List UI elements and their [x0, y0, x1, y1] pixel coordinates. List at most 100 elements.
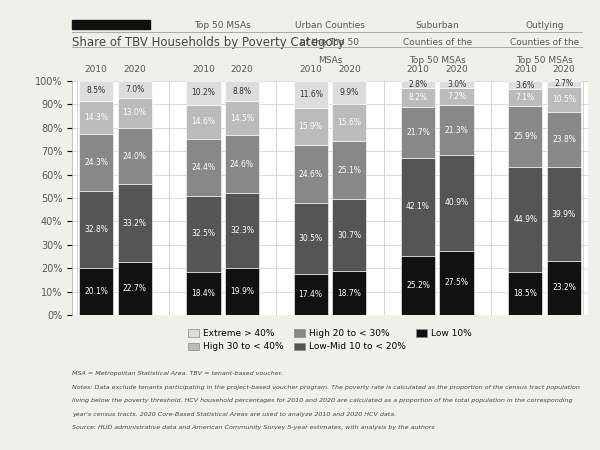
Text: Share of TBV Households by Poverty Category: Share of TBV Households by Poverty Categ… [72, 36, 344, 49]
Text: 40.9%: 40.9% [445, 198, 469, 207]
Text: 14.5%: 14.5% [230, 114, 254, 123]
Text: 44.9%: 44.9% [513, 215, 538, 224]
Text: 7.1%: 7.1% [516, 93, 535, 102]
Text: 24.4%: 24.4% [191, 163, 215, 172]
Bar [547, 81, 581, 87]
Text: 27.5%: 27.5% [445, 278, 469, 287]
Bar [186, 105, 221, 139]
Bar [401, 88, 435, 107]
Text: 9.9%: 9.9% [340, 88, 359, 97]
Text: Counties of the: Counties of the [510, 38, 579, 47]
Text: 25.9%: 25.9% [514, 132, 538, 141]
Bar [508, 90, 542, 106]
Bar [293, 81, 328, 108]
Text: 32.8%: 32.8% [84, 225, 108, 234]
Bar [118, 98, 152, 128]
Bar [401, 256, 435, 315]
Bar [439, 88, 474, 105]
Bar [401, 158, 435, 256]
Bar [225, 193, 259, 269]
Text: 18.7%: 18.7% [337, 288, 361, 297]
Text: 23.8%: 23.8% [552, 135, 576, 144]
Bar [118, 81, 152, 98]
Bar [439, 81, 474, 88]
Text: 2020: 2020 [553, 65, 575, 74]
Bar [225, 101, 259, 135]
Bar [401, 81, 435, 88]
Text: 42.1%: 42.1% [406, 202, 430, 211]
Text: 13.0%: 13.0% [122, 108, 146, 117]
Text: 25.2%: 25.2% [406, 281, 430, 290]
Text: Suburban: Suburban [415, 21, 459, 30]
Bar [401, 107, 435, 158]
Text: 2020: 2020 [230, 65, 253, 74]
Bar [118, 262, 152, 315]
Text: 18.5%: 18.5% [514, 289, 537, 298]
Text: Top 50 MSAs: Top 50 MSAs [516, 56, 573, 65]
Bar [547, 87, 581, 112]
Bar [547, 112, 581, 167]
Bar [508, 166, 542, 272]
Text: living below the poverty threshold. HCV household percentages for 2010 and 2020 : living below the poverty threshold. HCV … [72, 398, 572, 403]
Bar [225, 81, 259, 101]
Bar [79, 135, 113, 191]
Text: 3.0%: 3.0% [447, 80, 466, 89]
Bar [332, 104, 367, 141]
Text: 17.4%: 17.4% [299, 290, 323, 299]
Text: 8.2%: 8.2% [409, 93, 428, 102]
Text: 10.2%: 10.2% [191, 88, 215, 97]
Text: Urban Counties: Urban Counties [295, 21, 365, 30]
Bar [508, 106, 542, 166]
Legend: Extreme > 40%, High 30 to < 40%, High 20 to < 30%, Low-Mid 10 to < 20%, Low 10%: Extreme > 40%, High 30 to < 40%, High 20… [188, 329, 472, 351]
Text: 2010: 2010 [85, 65, 107, 74]
Bar [186, 139, 221, 196]
Text: 32.3%: 32.3% [230, 226, 254, 235]
Bar [293, 108, 328, 145]
Text: Nation: Nation [100, 21, 130, 30]
Text: 15.9%: 15.9% [299, 122, 323, 131]
Bar [293, 145, 328, 203]
Text: 18.4%: 18.4% [191, 289, 215, 298]
Text: MSA = Metropolitan Statistical Area. TBV = tenant-based voucher.: MSA = Metropolitan Statistical Area. TBV… [72, 371, 283, 376]
Text: 23.2%: 23.2% [552, 284, 576, 292]
Bar [186, 272, 221, 315]
Bar [439, 251, 474, 315]
Text: 25.1%: 25.1% [337, 166, 361, 175]
Bar [79, 101, 113, 135]
Bar [186, 196, 221, 272]
Bar [439, 105, 474, 155]
Text: 7.2%: 7.2% [447, 92, 466, 101]
Bar [332, 81, 367, 104]
Text: 14.6%: 14.6% [191, 117, 215, 126]
Text: 11.6%: 11.6% [299, 90, 323, 99]
Text: Source: HUD administrative data and American Community Survey 5-year estimates, : Source: HUD administrative data and Amer… [72, 425, 435, 430]
Text: 8.5%: 8.5% [86, 86, 106, 95]
Bar [225, 269, 259, 315]
Text: 24.0%: 24.0% [122, 152, 146, 161]
Text: 2.7%: 2.7% [554, 80, 574, 89]
Bar [293, 274, 328, 315]
Bar [332, 271, 367, 315]
Text: 24.6%: 24.6% [230, 160, 254, 169]
Text: 8.8%: 8.8% [232, 86, 251, 95]
Text: Counties of the: Counties of the [403, 38, 472, 47]
Text: Notes: Data exclude tenants participating in the project-based voucher program. : Notes: Data exclude tenants participatin… [72, 385, 580, 390]
Text: 33.2%: 33.2% [122, 219, 146, 228]
Text: 2020: 2020 [124, 65, 146, 74]
Bar [79, 268, 113, 315]
Text: 2020: 2020 [338, 65, 361, 74]
Bar [439, 155, 474, 251]
Text: 24.6%: 24.6% [299, 170, 323, 179]
Text: 7.0%: 7.0% [125, 85, 145, 94]
Text: 21.3%: 21.3% [445, 126, 469, 135]
Bar [547, 167, 581, 261]
Bar [508, 81, 542, 90]
Text: 30.5%: 30.5% [299, 234, 323, 243]
Text: of the Top 50: of the Top 50 [301, 38, 359, 47]
Text: 2.8%: 2.8% [409, 80, 428, 89]
Text: 10.5%: 10.5% [552, 95, 576, 104]
Bar [225, 135, 259, 193]
Text: Top 50 MSAs: Top 50 MSAs [409, 56, 466, 65]
Text: 19.9%: 19.9% [230, 287, 254, 296]
Text: MSAs: MSAs [318, 56, 342, 65]
